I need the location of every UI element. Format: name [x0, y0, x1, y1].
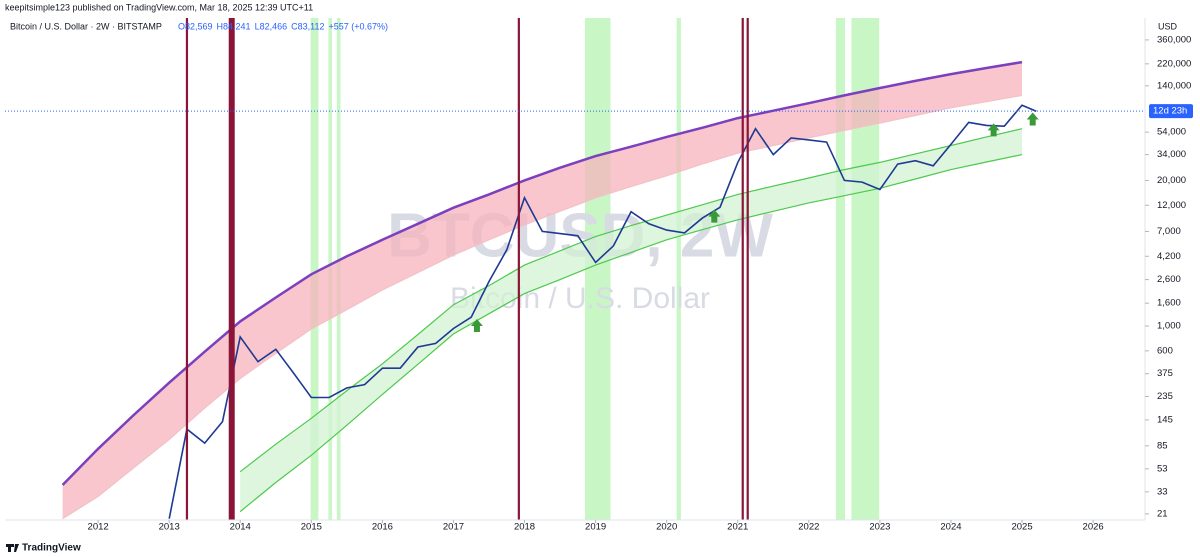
band-line — [61, 60, 1023, 486]
y-tick-label: 2,600 — [1157, 274, 1181, 285]
highlight-zone — [584, 18, 611, 520]
band-line — [239, 128, 1023, 473]
y-tick-label: 12,000 — [1157, 200, 1186, 211]
y-tick-label: 53 — [1157, 463, 1168, 474]
x-tick-label: 2022 — [798, 522, 819, 533]
highlight-zone — [835, 18, 846, 520]
price-line — [168, 104, 1037, 519]
x-tick-label: 2019 — [585, 522, 606, 533]
ohlc-value: H84,241 — [217, 21, 251, 31]
countdown-tag — [1149, 104, 1193, 119]
y-tick-label: 21 — [1157, 508, 1168, 519]
band-fill — [240, 128, 1022, 512]
publisher: keepitsimple123 published on TradingView… — [5, 2, 313, 12]
y-tick-label: 33 — [1157, 486, 1168, 497]
footer: TradingView — [22, 543, 81, 554]
y-tick-label: 4,200 — [1157, 251, 1181, 262]
x-tick-label: 2026 — [1083, 522, 1104, 533]
x-tick-label: 2020 — [656, 522, 677, 533]
up-arrow — [987, 123, 1000, 137]
ohlc-value: L82,466 — [255, 21, 288, 31]
y-tick-label: 235 — [1157, 391, 1173, 402]
y-tick-label: 20,000 — [1157, 175, 1186, 186]
x-tick-label: 2025 — [1011, 522, 1032, 533]
x-tick-label: 2017 — [443, 522, 464, 533]
ohlc: O82,569 H84,241 L82,466 C83,112 +557 (+0.67%… — [178, 21, 388, 31]
up-arrow — [470, 319, 483, 333]
highlight-zone — [310, 18, 319, 520]
symbol-title: Bitcoin / U.S. Dollar · 2W · BITSTAMP — [10, 21, 162, 31]
x-tick-label: 2012 — [88, 522, 109, 533]
y-tick-label: 85 — [1157, 440, 1168, 451]
y-tick-label: 220,000 — [1157, 58, 1191, 69]
x-tick-label: 2014 — [230, 522, 251, 533]
y-tick-label: 54,000 — [1157, 127, 1186, 138]
band-fill — [62, 62, 1023, 519]
x-tick-label: 2021 — [727, 522, 748, 533]
y-tick-label: 145 — [1157, 414, 1173, 425]
y-tick-label: 1,000 — [1157, 321, 1181, 332]
band-line — [239, 154, 1023, 513]
x-tick-label: 2024 — [940, 522, 961, 533]
plot — [5, 18, 1145, 520]
x-tick-label: 2018 — [514, 522, 535, 533]
ohlc-value: C83,112 — [291, 21, 324, 31]
currency: USD — [1158, 21, 1178, 31]
y-tick-label: 360,000 — [1157, 34, 1191, 45]
y-tick-label: 140,000 — [1157, 80, 1191, 91]
y-tick-label: 34,000 — [1157, 149, 1186, 160]
highlight-zone — [676, 18, 681, 520]
x-tick-label: 2023 — [869, 522, 890, 533]
axes: 21 33 53 85 145 235 375 600 1,000 1,600 2,600 4,200… — [88, 34, 1193, 533]
logo — [6, 544, 19, 552]
up-arrow — [1026, 112, 1039, 126]
x-tick-label: 2013 — [159, 522, 180, 533]
up-arrow — [708, 209, 721, 223]
band-line — [62, 94, 1023, 520]
ohlc-value: +557 (+0.67%) — [328, 21, 388, 31]
y-tick-label: 375 — [1157, 368, 1173, 379]
y-tick-label: 1,600 — [1157, 298, 1181, 309]
y-tick-label: 7,000 — [1157, 226, 1181, 237]
y-tick-label: 600 — [1157, 345, 1173, 356]
x-tick-label: 2016 — [372, 522, 393, 533]
countdown-label: 12d 23h — [1153, 106, 1187, 117]
x-tick-label: 2015 — [301, 522, 322, 533]
ohlc-value: O82,569 — [178, 21, 213, 31]
